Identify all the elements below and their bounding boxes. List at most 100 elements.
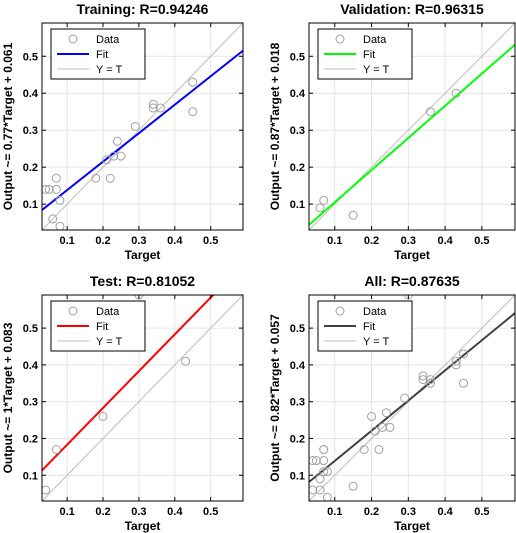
x-tick-label: 0.3 xyxy=(131,235,146,247)
y-axis-label: Output ~= 0.77*Target + 0.061 xyxy=(1,42,15,210)
data-point xyxy=(381,408,391,418)
y-tick-label: 0.5 xyxy=(290,323,305,335)
data-point xyxy=(112,136,122,146)
legend: Data Fit Y = T xyxy=(50,28,146,80)
data-point xyxy=(425,375,435,385)
data-point xyxy=(315,485,325,495)
legend-label: Data xyxy=(96,34,120,46)
x-tick-label: 0.2 xyxy=(364,235,379,247)
x-tick-label: 0.5 xyxy=(203,235,218,247)
chart-panel-3: 0.1 0.2 0.3 0.4 0.5 0.1 0.2 0.3 0.4 0.5 Test: R=0.… xyxy=(1,273,244,533)
y-tick-label: 0.1 xyxy=(290,199,305,211)
x-tick-label: 0.4 xyxy=(437,235,453,247)
data-point xyxy=(459,349,468,359)
x-tick-label: 0.5 xyxy=(203,506,218,518)
data-point xyxy=(55,221,65,230)
data-point xyxy=(309,456,318,466)
x-axis-label: Target xyxy=(394,519,430,533)
data-point xyxy=(418,375,428,385)
data-point xyxy=(48,214,58,224)
x-tick-label: 0.5 xyxy=(474,506,489,518)
legend-label: Data xyxy=(96,306,120,318)
axes-box xyxy=(41,294,244,502)
fit-line xyxy=(42,49,243,211)
x-tick-label: 0.5 xyxy=(474,235,489,247)
legend-label: Fit xyxy=(363,49,375,61)
legend-data-marker xyxy=(68,306,78,316)
data-point xyxy=(51,445,61,454)
data-point xyxy=(400,393,410,403)
data-point xyxy=(148,99,158,109)
data-point xyxy=(188,77,198,87)
legend-data-marker xyxy=(335,306,345,316)
data-point xyxy=(102,155,112,165)
data-point xyxy=(51,184,61,194)
y-tick-label: 0.3 xyxy=(290,125,305,137)
chart-panel-1: 0.1 0.2 0.3 0.4 0.5 0.1 0.2 0.3 0.4 0.5 Training: … xyxy=(1,1,244,262)
x-tick-label: 0.4 xyxy=(167,506,183,518)
data-point xyxy=(188,107,198,117)
data-point xyxy=(359,445,369,454)
chart-title: Test: R=0.81052 xyxy=(90,273,195,289)
y-tick-label: 0.5 xyxy=(23,51,38,63)
x-tick-label: 0.2 xyxy=(95,235,110,247)
data-point xyxy=(425,378,435,388)
y-tick-label: 0.4 xyxy=(23,88,39,100)
y-axis-label: Output ~= 1*Target + 0.083 xyxy=(1,322,15,473)
y-tick-label: 0.2 xyxy=(290,162,305,174)
y-tick-label: 0.1 xyxy=(290,470,305,482)
data-point xyxy=(91,173,101,183)
identity-line xyxy=(42,23,243,230)
data-point xyxy=(315,203,325,213)
data-point xyxy=(42,485,51,495)
y-tick-label: 0.4 xyxy=(290,88,306,100)
data-point xyxy=(459,378,468,388)
data-point xyxy=(109,151,119,161)
identity-line xyxy=(42,295,243,501)
y-tick-label: 0.4 xyxy=(23,360,39,372)
legend-label: Y = T xyxy=(363,336,389,348)
data-point xyxy=(98,411,108,421)
data-point xyxy=(319,445,329,454)
legend: Data Fit Y = T xyxy=(317,300,413,352)
data-point xyxy=(42,184,51,194)
data-point xyxy=(55,195,65,205)
data-point xyxy=(348,210,358,220)
axes-box xyxy=(308,294,516,502)
x-tick-label: 0.3 xyxy=(401,235,416,247)
x-axis-label: Target xyxy=(394,248,430,262)
x-tick-label: 0.1 xyxy=(327,506,342,518)
data-point xyxy=(130,122,140,131)
y-axis-label: Output ~= 0.87*Target + 0.018 xyxy=(268,42,282,210)
chart-panel-4: 0.1 0.2 0.3 0.4 0.5 0.1 0.2 0.3 0.4 0.5 All: R=0.8… xyxy=(268,273,516,533)
data-point xyxy=(309,485,318,495)
data-point xyxy=(155,103,165,113)
x-tick-label: 0.4 xyxy=(437,506,453,518)
data-point xyxy=(181,356,191,366)
legend-label: Y = T xyxy=(96,336,122,348)
legend-label: Y = T xyxy=(363,64,389,76)
data-point xyxy=(425,107,435,117)
fit-line xyxy=(309,312,515,483)
legend-data-marker xyxy=(68,34,78,44)
data-point xyxy=(348,481,358,491)
data-point xyxy=(51,173,61,183)
data-point xyxy=(378,422,388,432)
data-point xyxy=(322,492,332,501)
y-tick-label: 0.2 xyxy=(23,433,38,445)
data-point xyxy=(418,371,428,381)
y-tick-label: 0.1 xyxy=(23,199,38,211)
data-point xyxy=(44,184,54,194)
legend-data-marker xyxy=(335,34,345,44)
y-tick-label: 0.5 xyxy=(290,51,305,63)
fit-line xyxy=(42,295,215,472)
legend: Data Fit Y = T xyxy=(317,28,413,80)
data-point xyxy=(451,356,461,366)
x-tick-label: 0.1 xyxy=(327,235,342,247)
x-tick-label: 0.3 xyxy=(401,506,416,518)
chart-title: All: R=0.87635 xyxy=(364,273,460,289)
y-tick-label: 0.3 xyxy=(290,397,305,409)
data-point xyxy=(148,103,158,113)
data-point xyxy=(319,467,329,477)
